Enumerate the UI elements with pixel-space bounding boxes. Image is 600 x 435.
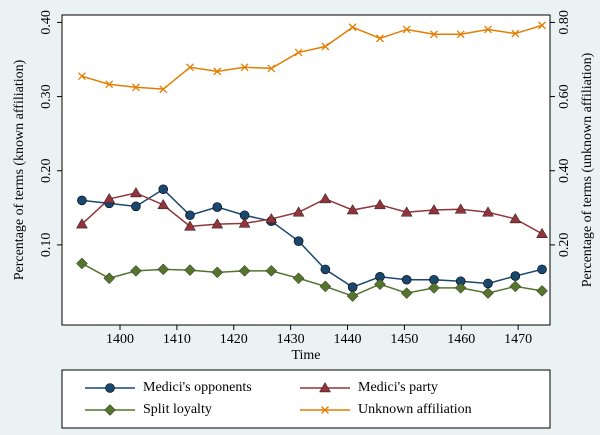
marker bbox=[293, 236, 304, 246]
marker bbox=[400, 206, 413, 217]
marker bbox=[157, 263, 170, 276]
marker bbox=[159, 85, 168, 94]
marker bbox=[238, 265, 251, 277]
x-tick-label: 1410 bbox=[163, 332, 191, 347]
marker bbox=[454, 282, 467, 294]
marker bbox=[320, 264, 331, 275]
marker bbox=[105, 80, 114, 89]
marker bbox=[157, 198, 170, 210]
marker bbox=[212, 202, 223, 212]
marker bbox=[483, 278, 493, 289]
marker bbox=[77, 72, 86, 81]
marker bbox=[131, 83, 140, 92]
y2-tick-label: 0.60 bbox=[557, 84, 572, 109]
y2-tick-label: 0.20 bbox=[557, 233, 572, 257]
legend-box bbox=[61, 369, 551, 429]
legend-label: Medici's party bbox=[358, 380, 438, 395]
marker bbox=[402, 25, 411, 34]
x-tick-label: 1470 bbox=[504, 332, 532, 347]
marker bbox=[321, 406, 329, 414]
marker bbox=[130, 187, 142, 198]
marker bbox=[185, 210, 195, 221]
marker bbox=[375, 34, 384, 43]
marker bbox=[511, 29, 520, 38]
marker bbox=[292, 272, 305, 285]
marker bbox=[319, 193, 332, 204]
marker bbox=[537, 264, 547, 275]
series-line bbox=[81, 192, 543, 235]
x-tick-label: 1400 bbox=[106, 332, 134, 347]
x-tick-label: 1420 bbox=[220, 332, 248, 347]
marker bbox=[77, 195, 87, 206]
marker bbox=[482, 206, 494, 217]
marker bbox=[456, 30, 465, 39]
marker bbox=[211, 266, 224, 279]
marker bbox=[186, 63, 194, 72]
marker bbox=[509, 280, 522, 293]
marker bbox=[509, 213, 522, 224]
marker bbox=[211, 218, 224, 229]
marker bbox=[184, 220, 196, 231]
marker bbox=[267, 64, 276, 73]
y-tick-label: 0.30 bbox=[39, 84, 54, 109]
marker bbox=[374, 278, 386, 290]
marker bbox=[346, 204, 359, 215]
y-tick-label: 0.10 bbox=[39, 233, 54, 257]
marker bbox=[238, 217, 251, 228]
marker bbox=[76, 257, 88, 270]
y-axis-title: Percentage of terms (known affiliation) bbox=[12, 59, 27, 280]
x-tick-label: 1460 bbox=[447, 332, 475, 347]
marker bbox=[428, 282, 440, 294]
marker bbox=[482, 287, 494, 299]
y2-tick-label: 0.80 bbox=[557, 10, 572, 35]
marker bbox=[103, 272, 115, 285]
marker bbox=[428, 204, 440, 215]
y-tick-label: 0.20 bbox=[39, 158, 54, 183]
marker bbox=[346, 290, 359, 302]
marker bbox=[265, 213, 278, 224]
marker bbox=[430, 30, 438, 39]
legend-label: Medici's opponents bbox=[143, 380, 252, 395]
legend-label: Unknown affiliation bbox=[358, 402, 472, 417]
marker bbox=[454, 203, 467, 214]
marker bbox=[213, 67, 222, 76]
plot-area bbox=[61, 14, 551, 326]
x-tick-label: 1430 bbox=[277, 332, 305, 347]
marker bbox=[536, 285, 548, 297]
marker bbox=[184, 264, 196, 276]
marker bbox=[104, 404, 116, 416]
marker bbox=[374, 198, 386, 210]
y-tick-label: 0.40 bbox=[39, 10, 54, 35]
x-axis-title: Time bbox=[291, 348, 320, 363]
marker bbox=[319, 382, 331, 393]
marker bbox=[536, 227, 548, 238]
y2-axis-title: Percentage of terms (unknown affiliation… bbox=[580, 52, 595, 287]
marker bbox=[538, 21, 546, 30]
marker bbox=[76, 218, 88, 229]
marker bbox=[130, 265, 142, 277]
marker bbox=[131, 201, 141, 212]
marker bbox=[292, 206, 305, 217]
series-line bbox=[81, 24, 543, 90]
marker bbox=[321, 42, 330, 51]
marker bbox=[510, 271, 521, 281]
marker bbox=[105, 383, 115, 393]
marker bbox=[103, 193, 116, 204]
marker bbox=[400, 287, 413, 299]
marker bbox=[265, 265, 278, 277]
marker bbox=[401, 274, 412, 285]
marker bbox=[240, 63, 249, 72]
marker bbox=[348, 23, 357, 32]
marker bbox=[158, 184, 169, 195]
x-tick-label: 1450 bbox=[390, 332, 418, 347]
marker bbox=[319, 280, 332, 293]
marker bbox=[484, 25, 492, 34]
y2-tick-label: 0.40 bbox=[557, 158, 572, 183]
marker bbox=[294, 48, 303, 57]
x-tick-label: 1440 bbox=[334, 332, 362, 347]
legend-label: Split loyalty bbox=[143, 402, 212, 417]
